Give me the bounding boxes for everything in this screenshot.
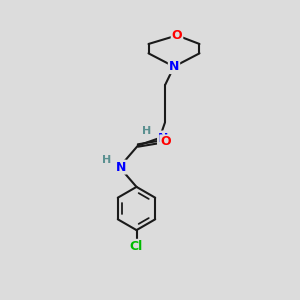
Text: Cl: Cl (130, 240, 143, 253)
Text: H: H (102, 154, 111, 165)
Text: O: O (172, 29, 182, 42)
Text: O: O (160, 135, 171, 148)
Text: N: N (169, 60, 179, 73)
Text: H: H (142, 126, 152, 136)
Text: N: N (116, 160, 126, 174)
Text: N: N (158, 131, 168, 145)
